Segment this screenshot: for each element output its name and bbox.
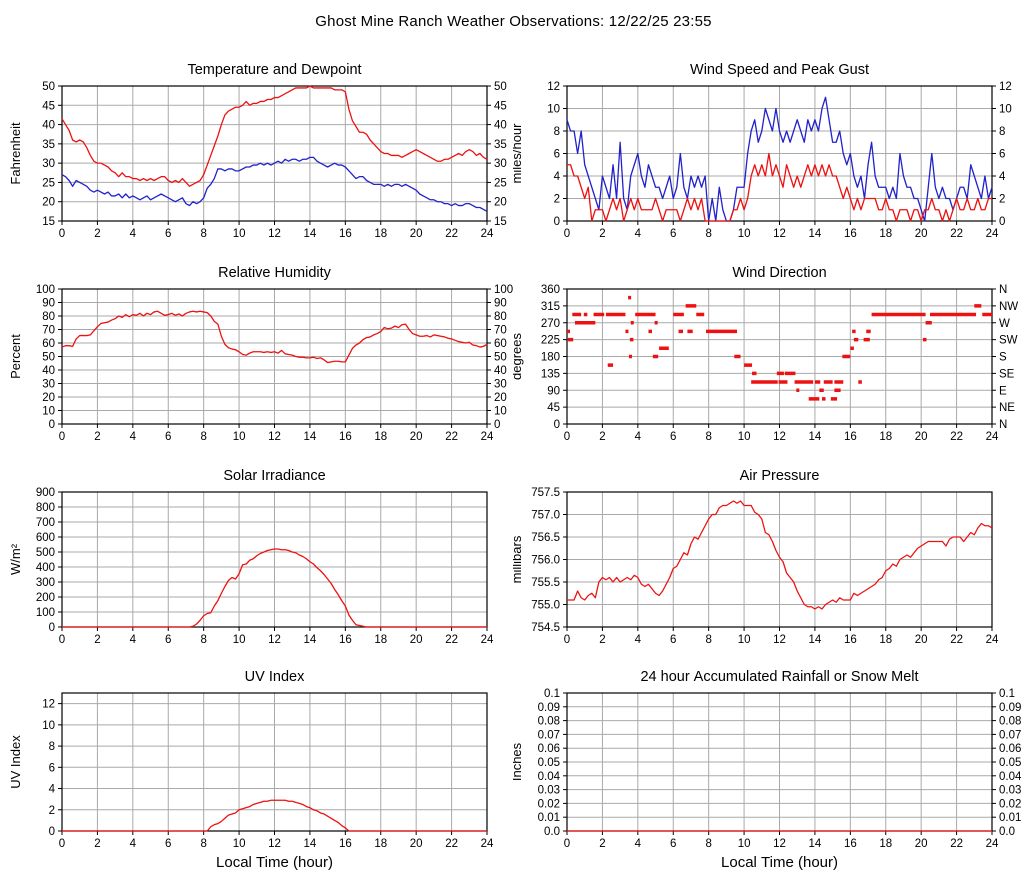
- wind-speed-gust-canvas: [513, 42, 1026, 245]
- rainfall-snowmelt-canvas: [513, 651, 1026, 878]
- wind-direction-canvas: [513, 245, 1026, 448]
- temperature-dewpoint-canvas: [0, 42, 513, 245]
- chart-relative-humidity: [0, 245, 513, 448]
- chart-wind-direction: [513, 245, 1027, 448]
- uv-index-canvas: [0, 651, 513, 878]
- air-pressure-canvas: [513, 448, 1026, 651]
- chart-rainfall-snowmelt: [513, 651, 1027, 878]
- chart-wind-speed-gust: [513, 42, 1027, 245]
- page-title: Ghost Mine Ranch Weather Observations: 1…: [315, 12, 712, 30]
- relative-humidity-canvas: [0, 245, 513, 448]
- chart-air-pressure: [513, 448, 1027, 651]
- page-header: Ghost Mine Ranch Weather Observations: 1…: [0, 0, 1027, 42]
- chart-solar-irradiance: [0, 448, 513, 651]
- chart-uv-index: [0, 651, 513, 878]
- chart-temperature-dewpoint: [0, 42, 513, 245]
- charts-grid: [0, 42, 1027, 878]
- solar-irradiance-canvas: [0, 448, 513, 651]
